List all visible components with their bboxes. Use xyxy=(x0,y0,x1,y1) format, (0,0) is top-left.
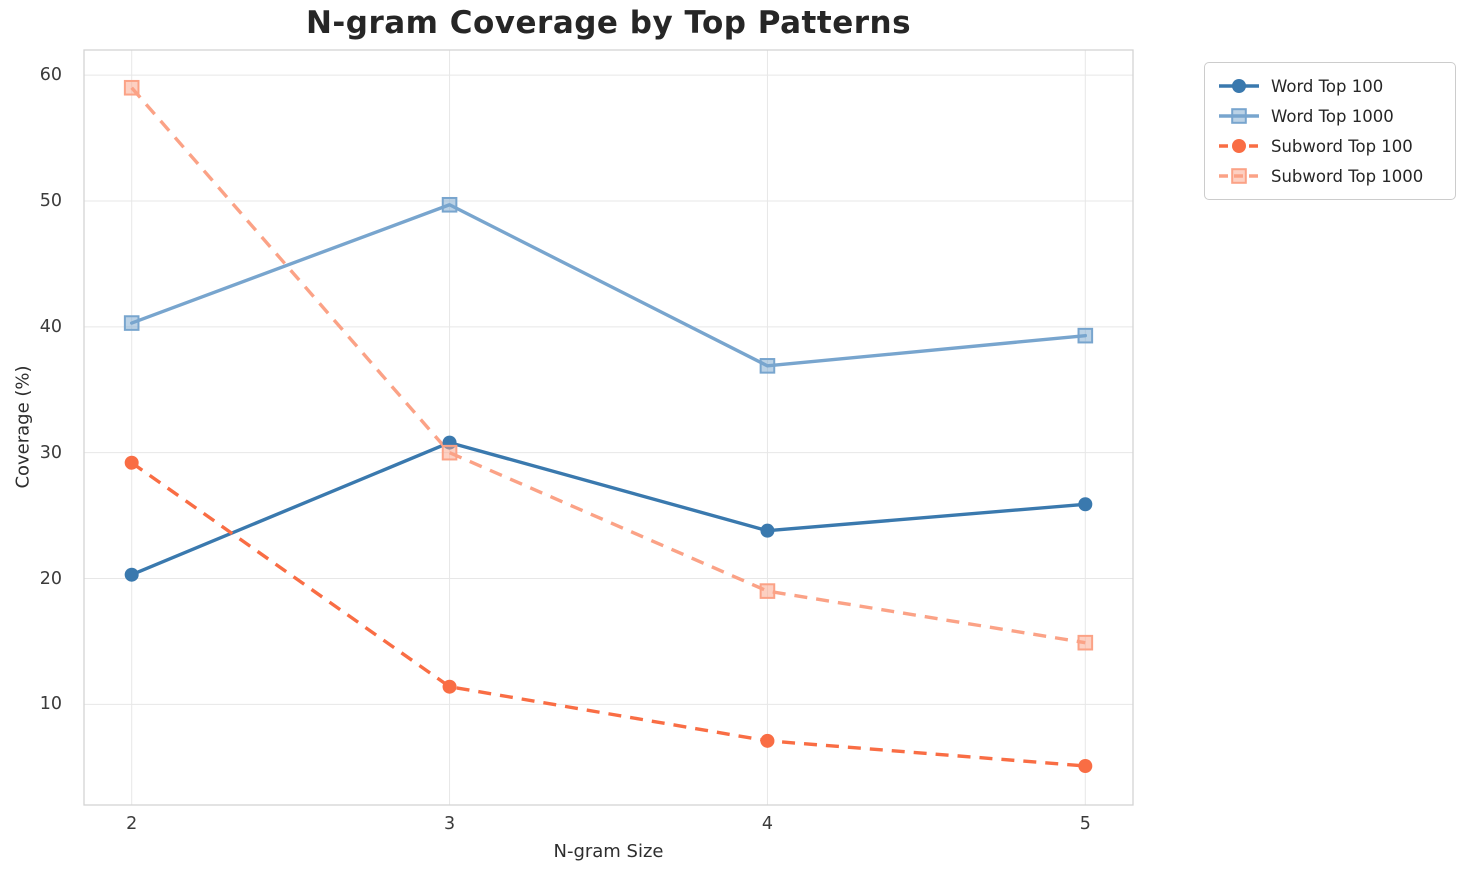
chart-title: N-gram Coverage by Top Patterns xyxy=(305,5,912,41)
data-point-square xyxy=(441,444,458,461)
data-point-circle xyxy=(760,523,775,538)
x-tick-label: 4 xyxy=(761,814,773,834)
data-point-square xyxy=(1077,327,1094,344)
plot-border xyxy=(83,49,1134,806)
y-tick-label: 10 xyxy=(39,694,62,715)
y-tick-label: 20 xyxy=(39,568,62,589)
data-point-circle xyxy=(760,733,775,748)
y-tick-label: 30 xyxy=(39,442,62,463)
legend-marker-icon xyxy=(1219,139,1259,153)
data-point-circle xyxy=(1078,497,1093,512)
x-tick-label: 2 xyxy=(126,814,138,834)
legend-label: Subword Top 100 xyxy=(1271,136,1413,156)
series-line xyxy=(130,461,1086,768)
legend-item: Subword Top 100 xyxy=(1217,131,1443,161)
series-line xyxy=(129,440,1088,577)
data-point-square xyxy=(123,79,140,96)
y-tick-label: 60 xyxy=(39,65,62,86)
data-point-square xyxy=(1077,634,1094,651)
legend-label: Word Top 1000 xyxy=(1271,106,1394,126)
data-point-square xyxy=(441,196,458,213)
legend-item: Word Top 1000 xyxy=(1217,101,1443,131)
data-point-square xyxy=(759,583,776,599)
x-axis-label: N-gram Size xyxy=(553,841,664,862)
legend-item: Subword Top 1000 xyxy=(1217,161,1443,191)
legend: Word Top 100 Word Top 1000 Subword Top 100… xyxy=(1204,62,1456,200)
y-tick-label: 50 xyxy=(39,191,62,211)
x-tick-label: 5 xyxy=(1079,814,1091,834)
legend-item: Word Top 100 xyxy=(1217,71,1443,101)
data-point-circle xyxy=(124,567,139,582)
data-point-circle xyxy=(124,455,139,470)
x-tick-label: 3 xyxy=(443,814,456,834)
y-tick-label: 40 xyxy=(39,316,62,337)
data-point-square xyxy=(123,315,140,331)
series-line xyxy=(130,86,1086,645)
legend-label: Subword Top 1000 xyxy=(1271,166,1424,186)
data-point-square xyxy=(759,358,776,374)
data-point-circle xyxy=(442,679,457,694)
legend-label: Word Top 100 xyxy=(1271,76,1384,96)
legend-marker-icon xyxy=(1219,79,1259,93)
series-line xyxy=(129,203,1088,368)
legend-marker-icon xyxy=(1219,108,1259,124)
legend-marker-icon xyxy=(1219,168,1259,184)
y-axis-label: Coverage (%) xyxy=(12,365,34,489)
data-point-circle xyxy=(1078,758,1093,773)
